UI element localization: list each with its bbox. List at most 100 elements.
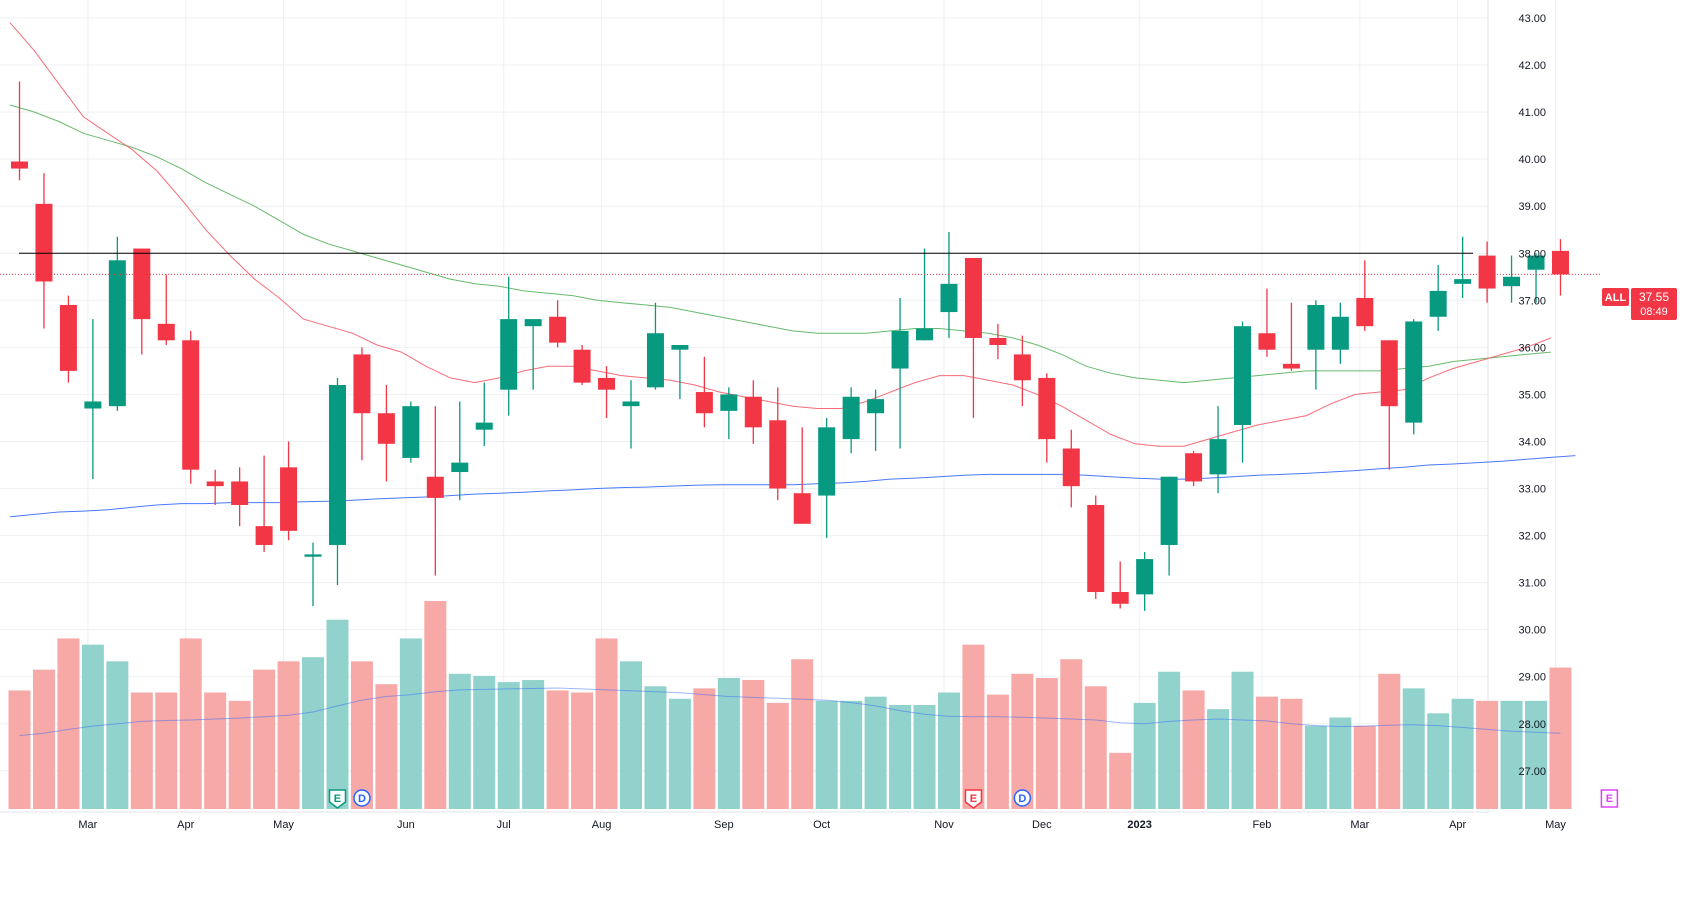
- volume-bar: [179, 638, 202, 809]
- x-tick-label: May: [1545, 819, 1566, 831]
- ma-mid-line: [9, 104, 1552, 384]
- volume-bar: [155, 692, 178, 809]
- volume-bar: [717, 677, 740, 809]
- price-candles: [11, 81, 1569, 611]
- candle-body: [280, 467, 298, 531]
- earnings-marker[interactable]: E: [328, 789, 347, 809]
- candle-body: [255, 526, 273, 545]
- horizontal-line[interactable]: [0, 252, 1600, 275]
- candle-body: [59, 305, 77, 371]
- candle-body: [573, 349, 591, 383]
- volume-bar: [1011, 673, 1034, 809]
- y-tick-label: 36.00: [1518, 342, 1546, 354]
- last-price-tag: ALL 37.55 08:49: [1602, 288, 1677, 320]
- volume-bars: [8, 601, 1572, 809]
- volume-bar: [1207, 709, 1230, 809]
- volume-bar: [253, 669, 276, 809]
- volume-bar: [962, 644, 985, 809]
- volume-bar: [1500, 700, 1523, 809]
- volume-bar: [375, 684, 398, 809]
- volume-bar: [1158, 671, 1181, 809]
- candle-body: [524, 319, 542, 327]
- candle-body: [1136, 559, 1154, 595]
- candle-body: [549, 316, 567, 343]
- y-tick-label: 32.00: [1518, 531, 1546, 543]
- candle-body: [1551, 250, 1569, 275]
- volume-bar: [277, 661, 300, 809]
- candle-body: [133, 248, 151, 320]
- price-axis[interactable]: 43.00 42.00 41.00 40.00 39.00 38.00 37.00 36.00…: [1518, 13, 1546, 778]
- candle-body: [940, 283, 958, 313]
- volume-bar: [57, 638, 80, 809]
- candle-body: [695, 392, 713, 414]
- symbol-label: ALL: [1605, 292, 1627, 304]
- volume-bar: [204, 692, 227, 809]
- candle-body: [157, 323, 175, 341]
- marker-label: D: [358, 793, 366, 805]
- y-tick-label: 39.00: [1518, 201, 1546, 213]
- volume-bar: [81, 644, 104, 809]
- marker-label: E: [970, 793, 977, 805]
- volume-bar: [1060, 659, 1083, 809]
- candle-body: [769, 420, 787, 489]
- candle-body: [842, 396, 860, 440]
- marker-label: E: [334, 793, 341, 805]
- volume-ma-line: [19, 687, 1561, 736]
- volume-bar: [326, 619, 349, 809]
- candle-body: [1405, 321, 1423, 423]
- ma-slow-line: [9, 455, 1576, 518]
- volume-bar: [1255, 696, 1278, 809]
- x-tick-label: Mar: [78, 819, 97, 831]
- earnings-icon: [1600, 789, 1619, 808]
- y-tick-label: 37.00: [1518, 295, 1546, 307]
- dividend-marker[interactable]: D: [353, 789, 371, 807]
- candle-body: [231, 481, 249, 505]
- x-tick-label: Jul: [497, 819, 511, 831]
- earnings-marker[interactable]: E: [964, 789, 983, 809]
- candle-body: [451, 462, 469, 473]
- candle-body: [744, 396, 762, 428]
- volume-bar: [1280, 698, 1303, 809]
- y-tick-label: 30.00: [1518, 625, 1546, 637]
- earnings-marker[interactable]: E: [1600, 789, 1619, 808]
- candle-body: [1038, 377, 1056, 440]
- candle-body: [1527, 255, 1545, 270]
- volume-bar: [1427, 713, 1450, 809]
- y-tick-label: 42.00: [1518, 60, 1546, 72]
- candle-body: [353, 354, 371, 414]
- candle-body: [1209, 439, 1227, 475]
- candle-body: [1013, 354, 1031, 381]
- candle-body: [108, 260, 126, 407]
- y-tick-label: 41.00: [1518, 107, 1546, 119]
- volume-bar: [8, 690, 31, 809]
- candle-body: [1307, 305, 1325, 350]
- candle-body: [426, 476, 444, 498]
- volume-bar: [1035, 677, 1058, 809]
- y-tick-label: 43.00: [1518, 13, 1546, 25]
- volume-bar: [228, 700, 251, 809]
- volume-bar: [302, 657, 325, 809]
- x-tick-label: 2023: [1127, 819, 1151, 831]
- countdown-label: 08:49: [1640, 306, 1668, 318]
- candle-body: [328, 384, 346, 545]
- candle-body: [1160, 476, 1178, 545]
- candle-body: [1478, 255, 1496, 289]
- candle-body: [1234, 326, 1251, 425]
- volume-bar: [937, 692, 960, 809]
- volume-bar: [1353, 725, 1376, 809]
- volume-bar: [913, 705, 936, 809]
- volume-ma: [19, 687, 1561, 736]
- earnings-icon: [964, 789, 983, 809]
- volume-bar: [1451, 698, 1474, 809]
- candle-body: [646, 333, 664, 388]
- dividend-icon: [353, 789, 371, 807]
- candle-body: [84, 401, 102, 409]
- x-tick-label: Oct: [813, 819, 830, 831]
- time-axis[interactable]: Mar Apr May Jun Jul Aug Sep Oct Nov Dec 2023 Feb Mar…: [78, 819, 1566, 831]
- dividend-marker[interactable]: D: [1013, 789, 1032, 807]
- price-badge: [1631, 288, 1677, 320]
- x-tick-label: Jun: [397, 819, 415, 831]
- y-tick-label: 35.00: [1518, 389, 1546, 401]
